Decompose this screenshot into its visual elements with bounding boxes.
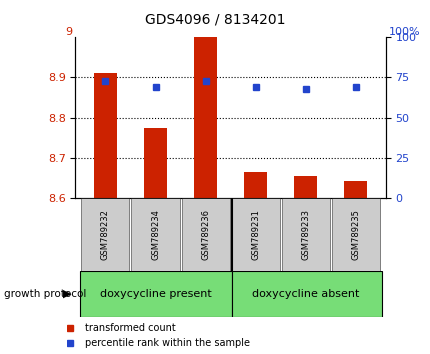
Text: doxycycline absent: doxycycline absent (252, 289, 359, 299)
Text: GSM789235: GSM789235 (350, 209, 359, 260)
Bar (131, 198, 179, 271)
Text: doxycycline present: doxycycline present (99, 289, 211, 299)
Text: percentile rank within the sample: percentile rank within the sample (84, 338, 249, 348)
Bar (81, 198, 129, 271)
Text: growth protocol: growth protocol (4, 289, 86, 299)
Text: transformed count: transformed count (84, 322, 175, 332)
Text: GSM789233: GSM789233 (301, 209, 310, 260)
Bar (194, 37, 216, 198)
Text: GDS4096 / 8134201: GDS4096 / 8134201 (145, 12, 285, 27)
Bar (231, 198, 279, 271)
Text: 9: 9 (65, 27, 72, 37)
Bar (294, 176, 316, 198)
Bar (144, 128, 166, 198)
Bar (94, 73, 117, 198)
Bar (80, 271, 231, 317)
Bar (181, 198, 229, 271)
Bar (331, 198, 379, 271)
Text: GSM789234: GSM789234 (150, 209, 160, 260)
Text: 100%: 100% (388, 27, 420, 37)
Text: GSM789236: GSM789236 (200, 209, 209, 260)
Text: GSM789231: GSM789231 (251, 209, 260, 260)
Text: GSM789232: GSM789232 (101, 209, 110, 260)
Bar (281, 198, 329, 271)
Bar (231, 271, 381, 317)
Text: ▶: ▶ (62, 289, 71, 299)
Bar (344, 181, 366, 198)
Bar (244, 172, 266, 198)
